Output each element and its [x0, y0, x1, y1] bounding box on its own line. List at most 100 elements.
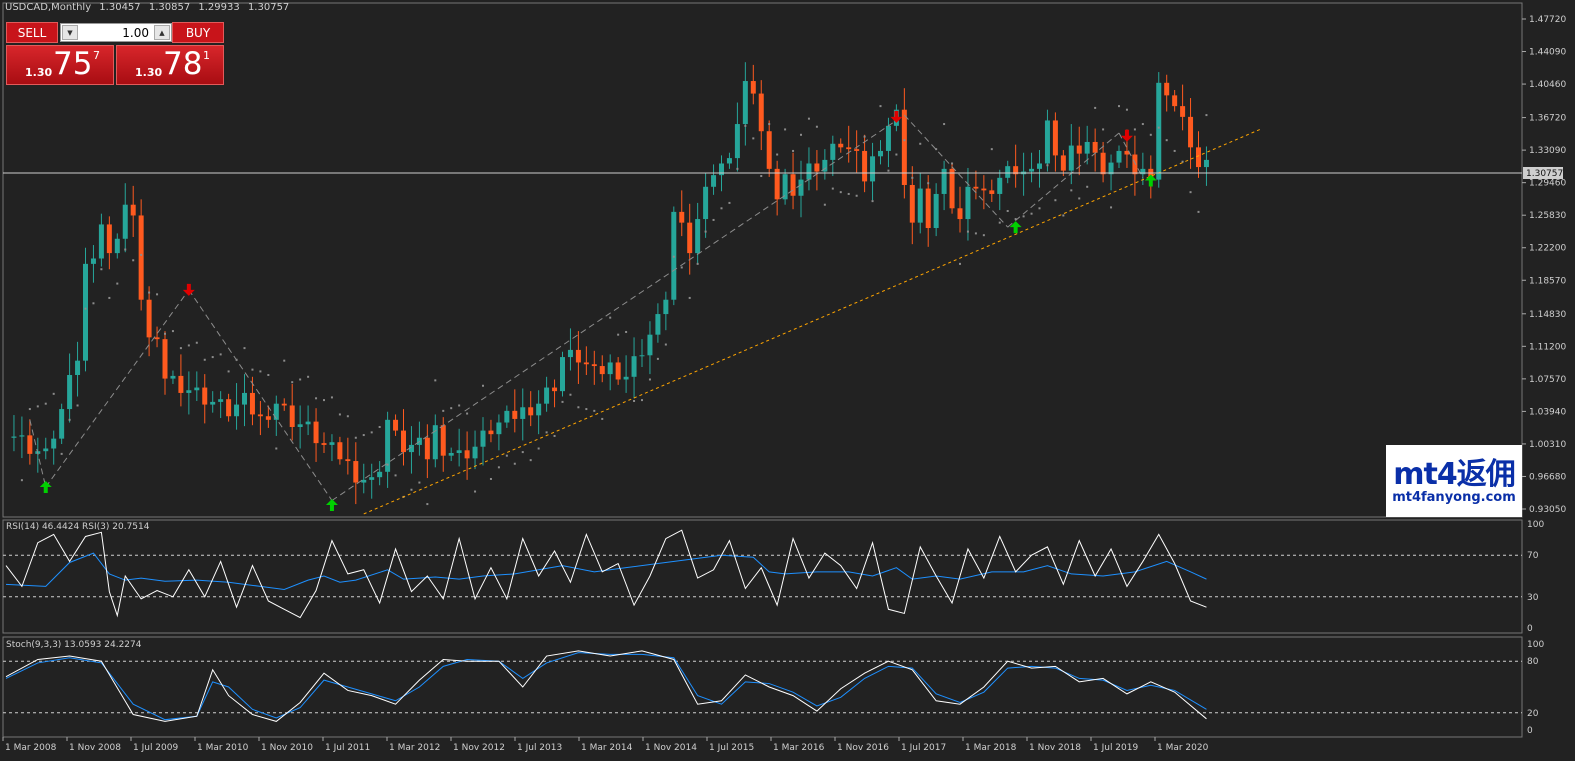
psar-dot — [974, 232, 977, 235]
candle-body — [758, 93, 764, 132]
rsi-level-label: 100 — [1527, 520, 1544, 530]
price-tick-label: 0.96680 — [1529, 472, 1566, 482]
candle-body — [162, 339, 168, 379]
psar-dot — [267, 374, 270, 377]
psar-dot — [1022, 215, 1025, 218]
psar-dot — [823, 203, 826, 206]
sell-signal-arrow-icon — [182, 283, 195, 296]
zigzag-segment — [1118, 132, 1144, 179]
candle-body — [663, 299, 669, 315]
candle-body — [806, 163, 812, 180]
buy-price-button[interactable]: 1.30 78 1 — [116, 45, 224, 85]
psar-dot — [1086, 185, 1089, 188]
candle-body — [822, 159, 828, 172]
psar-dot — [426, 503, 429, 506]
candle-body — [67, 375, 73, 410]
psar-dot — [919, 142, 922, 145]
psar-dot — [879, 105, 882, 108]
time-tick-label: 1 Mar 2014 — [581, 743, 633, 753]
candle-body — [138, 215, 144, 300]
psar-dot — [680, 266, 683, 269]
candle-body — [639, 355, 645, 357]
stoch-level-label: 20 — [1527, 709, 1539, 719]
candle-body — [623, 376, 629, 380]
psar-dot — [497, 466, 500, 469]
sell-price-button[interactable]: 1.30 75 7 — [6, 45, 114, 85]
price-tick-label: 1.00310 — [1529, 440, 1566, 450]
psar-dot — [1118, 105, 1120, 108]
psar-dot — [299, 378, 302, 381]
candle-body — [583, 362, 589, 365]
price-axis: 1.47720 1.44090 1.40460 1.36720 1.33090 1.294… — [1522, 15, 1566, 515]
candle-body — [186, 390, 192, 393]
lot-increase-button[interactable]: ▲ — [154, 25, 170, 40]
lot-decrease-button[interactable]: ▼ — [62, 25, 78, 40]
psar-dot — [171, 330, 174, 333]
psar-dot — [641, 399, 643, 402]
psar-dot — [720, 207, 723, 210]
candle-body — [1013, 166, 1019, 175]
candle-body — [846, 147, 852, 150]
rsi14-line — [5, 552, 1207, 591]
buy-signal-arrow-icon — [39, 481, 52, 494]
zigzag-segment — [29, 419, 47, 488]
psar-dot — [1110, 206, 1113, 209]
time-tick-label: 1 Nov 2014 — [645, 743, 697, 753]
price-tick-label: 1.18570 — [1529, 276, 1566, 286]
psar-dot — [800, 133, 802, 136]
psar-dot — [990, 148, 993, 151]
candle-body — [83, 263, 88, 361]
candle-body — [218, 399, 224, 402]
candle-body — [59, 409, 65, 439]
lot-size-input[interactable] — [81, 25, 149, 40]
candle-body — [1044, 120, 1050, 164]
candle-body — [1100, 152, 1106, 175]
candle-body — [862, 150, 868, 182]
candle-body — [393, 419, 399, 431]
candle-body — [798, 179, 804, 196]
psar-dot — [951, 162, 954, 165]
psar-dot — [792, 149, 795, 152]
candle-body — [591, 364, 597, 367]
psar-dot — [338, 413, 341, 416]
candle-body — [790, 174, 796, 196]
psar-dot — [458, 404, 461, 407]
candle-body — [1029, 168, 1035, 172]
price-series — [11, 62, 1209, 506]
price-tick-label: 1.22200 — [1529, 244, 1566, 254]
price-tick-label: 1.25830 — [1529, 211, 1566, 221]
psar-dot — [1038, 207, 1041, 210]
time-tick-label: 1 Mar 2010 — [197, 743, 249, 753]
ohlc-low: 1.29933 — [198, 2, 240, 13]
candle-body — [933, 193, 939, 229]
psar-dot — [847, 192, 850, 195]
candle-body — [472, 446, 478, 459]
candle-body — [90, 258, 96, 264]
candle-body — [655, 314, 661, 335]
psar-dot — [672, 255, 675, 258]
psar-dot — [807, 117, 810, 120]
price-tick-label: 1.40460 — [1529, 80, 1566, 90]
psar-dot — [959, 262, 961, 265]
psar-dot — [1125, 108, 1128, 111]
psar-dot — [585, 408, 588, 411]
stoch-level-label: 0 — [1527, 726, 1533, 736]
psar-dot — [545, 431, 548, 434]
candle-body — [1156, 82, 1162, 180]
psar-dot — [1181, 160, 1184, 163]
support-trendline — [363, 128, 1263, 515]
psar-dot — [92, 302, 95, 305]
candle-body — [329, 442, 335, 445]
buy-button[interactable]: BUY — [172, 22, 224, 43]
candle-body — [401, 430, 406, 453]
zigzag-segment — [188, 289, 333, 501]
psar-dot — [1141, 123, 1144, 126]
candle-body — [496, 422, 502, 435]
psar-dot — [156, 293, 159, 296]
rsi-indicator — [5, 529, 1207, 619]
psar-dot — [1070, 189, 1073, 192]
psar-dot — [863, 135, 866, 138]
sell-button[interactable]: SELL — [6, 22, 58, 43]
psar-dot — [195, 341, 198, 344]
